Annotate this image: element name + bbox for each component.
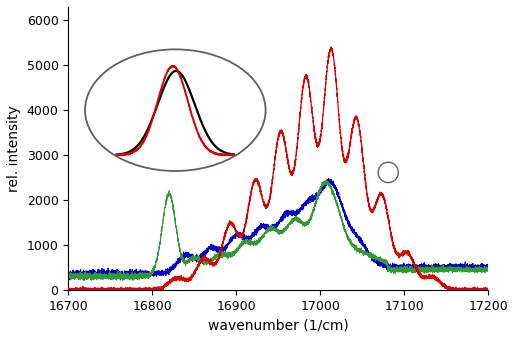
X-axis label: wavenumber (1/cm): wavenumber (1/cm) bbox=[208, 318, 349, 332]
Circle shape bbox=[85, 49, 266, 171]
Y-axis label: rel. intensity: rel. intensity bbox=[7, 105, 21, 192]
